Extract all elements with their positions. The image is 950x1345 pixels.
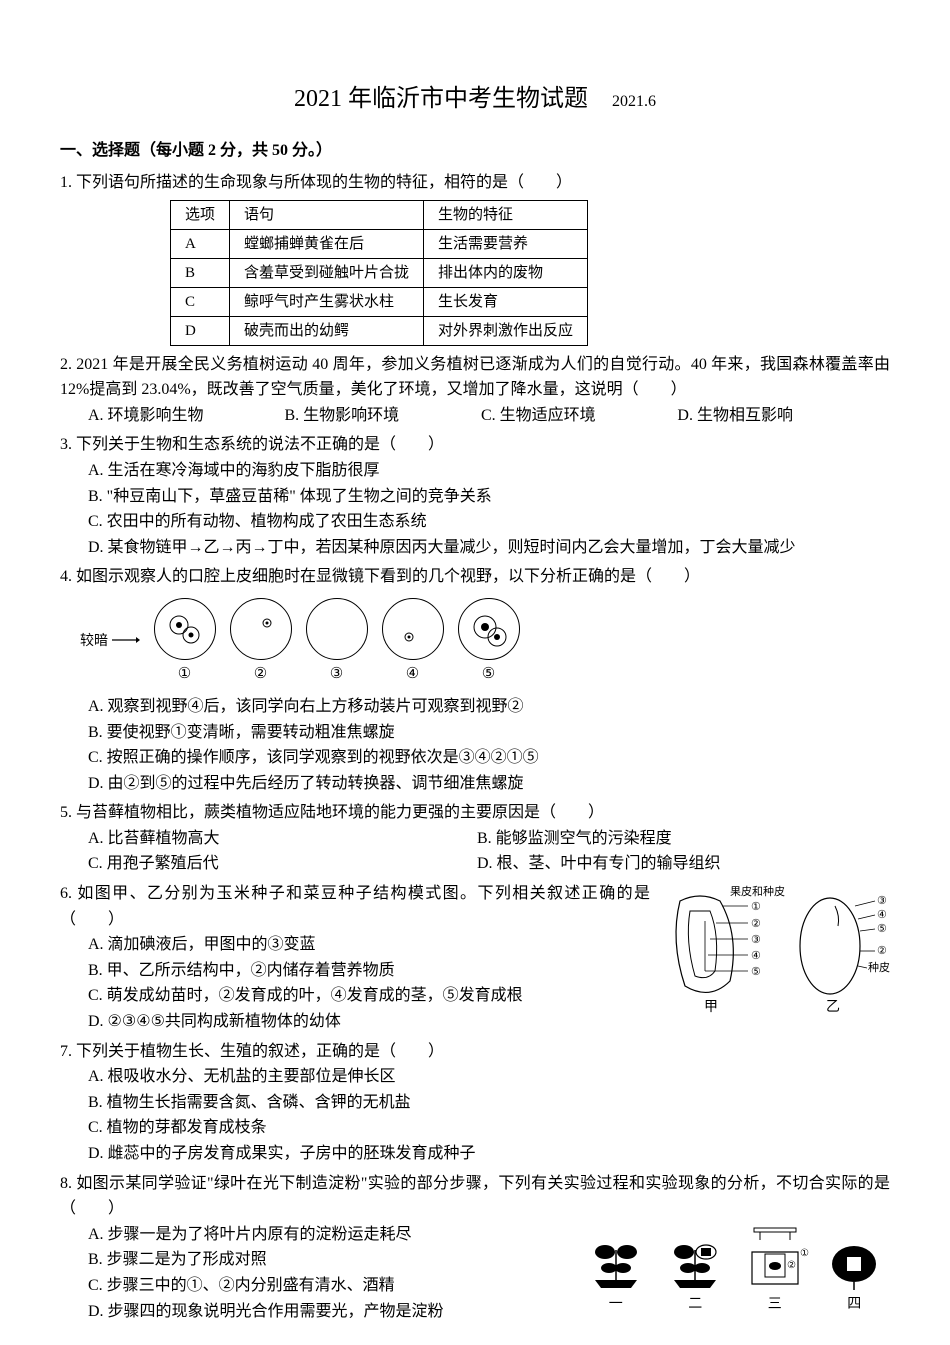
- leaf-result-icon: [823, 1230, 885, 1292]
- q6-c: C. 萌发成幼苗时，②发育成的叶，④发育成的茎，⑤发育成根: [60, 983, 650, 1009]
- q7-b: B. 植物生长指需要含氮、含磷、含钾的无机盐: [60, 1090, 890, 1116]
- cells-icon: [165, 609, 205, 649]
- q4-view-3: ③: [306, 598, 368, 686]
- q2-a: A. 环境影响生物: [88, 403, 280, 429]
- q4-view-2: ②: [230, 598, 292, 686]
- q8-a: A. 步骤一是为了将叶片内原有的淀粉运走耗尽: [60, 1222, 572, 1248]
- page-title: 2021 年临沂市中考生物试题: [294, 86, 588, 112]
- question-8: 8. 如图示某同学验证"绿叶在光下制造淀粉"实验的部分步骤，下列有关实验过程和实…: [60, 1171, 890, 1325]
- svg-text:果皮和种皮: 果皮和种皮: [730, 884, 785, 898]
- q1-th2: 语句: [230, 200, 424, 229]
- section-1-header: 一、选择题（每小题 2 分，共 50 分。）: [60, 138, 890, 164]
- q6-b: B. 甲、乙所示结构中，②内储存着营养物质: [60, 958, 650, 984]
- q8-step-1: 一: [580, 1230, 652, 1316]
- q8-stem: 8. 如图示某同学验证"绿叶在光下制造淀粉"实验的部分步骤，下列有关实验过程和实…: [60, 1171, 890, 1222]
- q1-table: 选项 语句 生物的特征 A螳螂捕蝉黄雀在后生活需要营养 B含羞草受到碰触叶片合拢…: [170, 200, 588, 346]
- q4-view-5: ⑤: [458, 598, 520, 686]
- q3-c: C. 农田中的所有动物、植物构成了农田生态系统: [60, 509, 890, 535]
- q6-d: D. ②③④⑤共同构成新植物体的幼体: [60, 1009, 650, 1035]
- page-title-row: 2021 年临沂市中考生物试题 2021.6: [60, 80, 890, 118]
- q3-a: A. 生活在寒冷海域中的海豹皮下脂肪很厚: [60, 458, 890, 484]
- question-2: 2. 2021 年是开展全民义务植树运动 40 周年，参加义务植树已逐渐成为人们…: [60, 352, 890, 429]
- q5-c: C. 用孢子繁殖后代: [88, 851, 473, 877]
- plant-cover-icon: [664, 1230, 726, 1292]
- q3-d: D. 某食物链甲→乙→丙→丁中，若因某种原因丙大量减少，则短时间内乙会大量增加，…: [60, 535, 890, 561]
- svg-text:②: ②: [751, 918, 761, 930]
- q4-d: D. 由②到⑤的过程中先后经历了转动转换器、调节细准焦螺旋: [60, 771, 890, 797]
- q8-b: B. 步骤二是为了形成对照: [60, 1247, 572, 1273]
- q7-c: C. 植物的芽都发育成枝条: [60, 1115, 890, 1141]
- q3-b: B. "种豆南山下，草盛豆苗稀" 体现了生物之间的竞争关系: [60, 484, 890, 510]
- q2-c: C. 生物适应环境: [481, 403, 673, 429]
- q5-b: B. 能够监测空气的污染程度: [477, 826, 862, 852]
- q8-step-3: ① ② 三: [739, 1222, 811, 1316]
- svg-text:②: ②: [787, 1260, 796, 1271]
- q8-diagram: 一 二 ①: [580, 1222, 890, 1316]
- q4-view-4: ④: [382, 598, 444, 686]
- q2-stem: 2. 2021 年是开展全民义务植树运动 40 周年，参加义务植树已逐渐成为人们…: [60, 352, 890, 403]
- cell-offset-icon: [393, 609, 433, 649]
- question-7: 7. 下列关于植物生长、生殖的叙述，正确的是（ ） A. 根吸收水分、无机盐的主…: [60, 1039, 890, 1167]
- q6-diagram: ① ② ③ ④ ⑤ 甲 果皮和种皮 ③ ④ ⑤ ② 种皮 乙: [660, 881, 890, 1021]
- seed-diagram-icon: ① ② ③ ④ ⑤ 甲 果皮和种皮 ③ ④ ⑤ ② 种皮 乙: [660, 881, 890, 1021]
- arrow-icon: [112, 635, 140, 645]
- page-date: 2021.6: [612, 93, 656, 110]
- q8-step-4: 四: [819, 1230, 891, 1316]
- svg-text:甲: 甲: [704, 1000, 718, 1015]
- cell-small-icon: [241, 609, 281, 649]
- svg-text:④: ④: [877, 909, 887, 921]
- svg-text:①: ①: [751, 901, 761, 913]
- svg-text:乙: 乙: [826, 999, 840, 1015]
- svg-text:⑤: ⑤: [751, 966, 761, 978]
- q8-step-2: 二: [660, 1230, 732, 1316]
- q1-th3: 生物的特征: [424, 200, 588, 229]
- q4-a: A. 观察到视野④后，该同学向右上方移动装片可观察到视野②: [60, 694, 890, 720]
- q4-diagram: 较暗 ① ② ③: [60, 598, 890, 686]
- q5-d: D. 根、茎、叶中有专门的输导组织: [477, 851, 862, 877]
- table-row: C鲸呼气时产生雾状水柱生长发育: [171, 287, 588, 316]
- svg-text:⑤: ⑤: [877, 923, 887, 935]
- q8-d: D. 步骤四的现象说明光合作用需要光，产物是淀粉: [60, 1299, 572, 1325]
- q1-th1: 选项: [171, 200, 230, 229]
- q2-d: D. 生物相互影响: [677, 403, 869, 429]
- q6-a: A. 滴加碘液后，甲图中的③变蓝: [60, 932, 650, 958]
- q2-options: A. 环境影响生物 B. 生物影响环境 C. 生物适应环境 D. 生物相互影响: [60, 403, 890, 429]
- question-3: 3. 下列关于生物和生态系统的说法不正确的是（ ） A. 生活在寒冷海域中的海豹…: [60, 432, 890, 560]
- svg-text:③: ③: [751, 934, 761, 946]
- svg-text:④: ④: [751, 950, 761, 962]
- q7-a: A. 根吸收水分、无机盐的主要部位是伸长区: [60, 1064, 890, 1090]
- svg-text:种皮: 种皮: [868, 960, 890, 974]
- q5-stem: 5. 与苔藓植物相比，蕨类植物适应陆地环境的能力更强的主要原因是（ ）: [60, 800, 890, 826]
- question-1: 1. 下列语句所描述的生命现象与所体现的生物的特征，相符的是（ ） 选项 语句 …: [60, 170, 890, 346]
- beaker-icon: ① ②: [740, 1222, 810, 1292]
- q6-stem: 6. 如图甲、乙分别为玉米种子和菜豆种子结构模式图。下列相关叙述正确的是（ ）: [60, 881, 650, 932]
- svg-text:③: ③: [877, 895, 887, 907]
- q4-stem: 4. 如图示观察人的口腔上皮细胞时在显微镜下看到的几个视野，以下分析正确的是（ …: [60, 564, 890, 590]
- svg-text:①: ①: [800, 1248, 809, 1259]
- q8-c: C. 步骤三中的①、②内分别盛有清水、酒精: [60, 1273, 572, 1299]
- q5-opts-1: A. 比苔藓植物高大 B. 能够监测空气的污染程度: [60, 826, 890, 852]
- q7-d: D. 雌蕊中的子房发育成果实，子房中的胚珠发育成种子: [60, 1141, 890, 1167]
- q4-b: B. 要使视野①变清晰，需要转动粗准焦螺旋: [60, 720, 890, 746]
- q5-opts-2: C. 用孢子繁殖后代 D. 根、茎、叶中有专门的输导组织: [60, 851, 890, 877]
- table-row: D破壳而出的幼鳄对外界刺激作出反应: [171, 316, 588, 345]
- q2-b: B. 生物影响环境: [284, 403, 476, 429]
- q5-a: A. 比苔藓植物高大: [88, 826, 473, 852]
- q3-stem: 3. 下列关于生物和生态系统的说法不正确的是（ ）: [60, 432, 890, 458]
- q4-lens-label: 较暗: [80, 631, 140, 653]
- table-row: B含羞草受到碰触叶片合拢排出体内的废物: [171, 258, 588, 287]
- question-5: 5. 与苔藓植物相比，蕨类植物适应陆地环境的能力更强的主要原因是（ ） A. 比…: [60, 800, 890, 877]
- q7-stem: 7. 下列关于植物生长、生殖的叙述，正确的是（ ）: [60, 1039, 890, 1065]
- question-6: 6. 如图甲、乙分别为玉米种子和菜豆种子结构模式图。下列相关叙述正确的是（ ） …: [60, 881, 890, 1035]
- q1-stem: 1. 下列语句所描述的生命现象与所体现的生物的特征，相符的是（ ）: [60, 170, 890, 196]
- q4-view-1: ①: [154, 598, 216, 686]
- plant-dark-icon: [585, 1230, 647, 1292]
- cells-large-icon: [469, 609, 509, 649]
- question-4: 4. 如图示观察人的口腔上皮细胞时在显微镜下看到的几个视野，以下分析正确的是（ …: [60, 564, 890, 796]
- svg-text:②: ②: [877, 945, 887, 957]
- q4-c: C. 按照正确的操作顺序，该同学观察到的视野依次是③④②①⑤: [60, 745, 890, 771]
- table-row: A螳螂捕蝉黄雀在后生活需要营养: [171, 229, 588, 258]
